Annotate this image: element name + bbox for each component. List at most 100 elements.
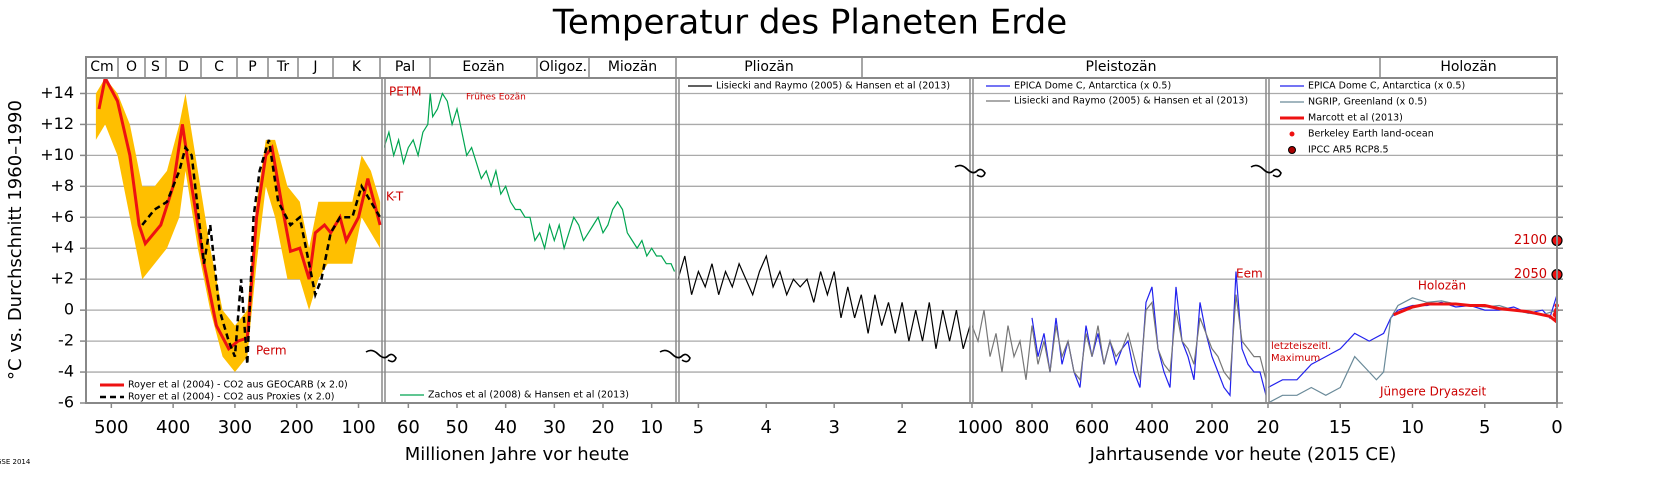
x-tick-label: 15 bbox=[1329, 417, 1352, 438]
legend: Royer et al (2004) - CO2 aus GEOCARB (x … bbox=[100, 380, 348, 403]
annotation: Maximum bbox=[1271, 353, 1320, 364]
panel bbox=[972, 271, 1266, 397]
period-label: S bbox=[151, 59, 160, 75]
legend: EPICA Dome C, Antarctica (x 0.5) NGRIP, G… bbox=[1280, 81, 1465, 156]
annotation: Frühes Eozän bbox=[466, 93, 526, 103]
point-label: 2050 bbox=[1514, 267, 1547, 282]
x-tick-label: 0 bbox=[1551, 417, 1562, 438]
x-tick-label: 800 bbox=[1015, 417, 1049, 438]
break-mark bbox=[1250, 164, 1282, 178]
x-tick-label: 200 bbox=[280, 417, 314, 438]
y-tick-label: +6 bbox=[50, 207, 74, 226]
break-mark bbox=[954, 164, 986, 178]
x-tick-label: 5 bbox=[1479, 417, 1490, 438]
x-tick-label: 20 bbox=[1257, 417, 1280, 438]
x-tick-label: 3 bbox=[828, 417, 839, 438]
x-tick-label: 50 bbox=[446, 417, 469, 438]
period-label: Pliozän bbox=[744, 59, 794, 75]
panel bbox=[95, 78, 382, 373]
x-tick-label: 1000 bbox=[957, 417, 1003, 438]
x-tick-label: 600 bbox=[1075, 417, 1109, 438]
x-tick-label: 60 bbox=[397, 417, 420, 438]
period-label: Pleistozän bbox=[1086, 59, 1157, 75]
data-line bbox=[1393, 302, 1557, 324]
legend-label: Zachos et al (2008) & Hansen et al (2013… bbox=[428, 390, 629, 401]
uncertainty-band bbox=[95, 78, 381, 373]
legend-label: IPCC AR5 RCP8.5 bbox=[1308, 145, 1389, 156]
period-label: O bbox=[126, 59, 137, 75]
x-tick-label: 500 bbox=[94, 417, 128, 438]
credit: GSE 2014 bbox=[0, 458, 31, 466]
x-tick-label: 30 bbox=[543, 417, 566, 438]
panel bbox=[384, 92, 676, 272]
y-axis-label: °C vs. Durchschnitt 1960–1990 bbox=[5, 100, 26, 380]
panel bbox=[678, 254, 970, 349]
x-tick-label: 4 bbox=[761, 417, 772, 438]
point-label: 2100 bbox=[1514, 233, 1547, 248]
x-tick-label: 20 bbox=[592, 417, 615, 438]
data-line bbox=[384, 92, 676, 272]
legend-label: Lisiecki and Raymo (2005) & Hansen et al… bbox=[716, 81, 950, 92]
annotation: Perm bbox=[256, 344, 287, 358]
y-tick-label: -6 bbox=[58, 393, 74, 412]
period-label: D bbox=[178, 59, 189, 75]
legend-label: Marcott et al (2013) bbox=[1308, 113, 1403, 124]
title: Temperatur des Planeten Erde bbox=[552, 3, 1067, 43]
legend-label: EPICA Dome C, Antarctica (x 0.5) bbox=[1308, 81, 1465, 92]
x-tick-label: 100 bbox=[341, 417, 375, 438]
period-label: Miozän bbox=[608, 59, 657, 75]
legend-label: EPICA Dome C, Antarctica (x 0.5) bbox=[1014, 81, 1171, 92]
period-label: Eozän bbox=[462, 59, 504, 75]
legend-label: Royer et al (2004) - CO2 aus GEOCARB (x … bbox=[128, 380, 348, 391]
break-mark bbox=[659, 349, 691, 363]
data-line bbox=[678, 254, 970, 349]
legend-label: NGRIP, Greenland (x 0.5) bbox=[1308, 97, 1427, 108]
legend-marker bbox=[1288, 146, 1296, 154]
period-label: P bbox=[248, 59, 256, 75]
y-tick-label: -2 bbox=[58, 331, 74, 350]
x-tick-label: 2 bbox=[896, 417, 907, 438]
x-tick-label: 5 bbox=[693, 417, 704, 438]
y-tick-label: -4 bbox=[58, 362, 74, 381]
y-tick-label: +4 bbox=[50, 238, 74, 257]
x-axis-label: Millionen Jahre vor heute bbox=[405, 444, 630, 465]
period-label: Pal bbox=[395, 59, 415, 75]
annotation: K-T bbox=[386, 190, 404, 204]
panel bbox=[1268, 294, 1557, 403]
y-tick-label: +8 bbox=[50, 176, 74, 195]
annotation: Holozän bbox=[1418, 279, 1466, 293]
data-line bbox=[1268, 297, 1557, 403]
y-tick-label: +12 bbox=[40, 114, 74, 133]
annotation: Eem bbox=[1236, 267, 1263, 281]
x-axis-label: Jahrtausende vor heute (2015 CE) bbox=[1089, 444, 1397, 465]
x-tick-label: 40 bbox=[494, 417, 517, 438]
annotation: letzteiszeitl. bbox=[1271, 341, 1331, 352]
annotation: PETM bbox=[389, 85, 422, 99]
y-tick-label: 0 bbox=[64, 300, 74, 319]
period-label: Holozän bbox=[1440, 59, 1496, 75]
legend-label: Lisiecki and Raymo (2005) & Hansen et al… bbox=[1014, 96, 1248, 107]
period-label: J bbox=[312, 59, 317, 75]
plot-frame bbox=[85, 77, 1558, 404]
axis-breaks bbox=[365, 164, 1282, 363]
period-label: Oligoz. bbox=[539, 59, 587, 75]
y-tick-label: +10 bbox=[40, 145, 74, 164]
period-label: Cm bbox=[90, 59, 113, 75]
legend-marker bbox=[1289, 131, 1295, 137]
x-tick-label: 400 bbox=[1135, 417, 1169, 438]
y-tick-label: +2 bbox=[50, 269, 74, 288]
legend: Zachos et al (2008) & Hansen et al (2013… bbox=[400, 390, 629, 401]
legend: Lisiecki and Raymo (2005) & Hansen et al… bbox=[688, 81, 950, 92]
data-line bbox=[1031, 271, 1266, 397]
legend: EPICA Dome C, Antarctica (x 0.5) Lisiecki… bbox=[986, 81, 1248, 107]
y-tick-label: +14 bbox=[40, 83, 74, 102]
period-label: Tr bbox=[276, 59, 289, 75]
data-line bbox=[972, 294, 1266, 382]
break-mark bbox=[365, 349, 397, 363]
x-tick-label: 10 bbox=[1401, 417, 1424, 438]
period-row bbox=[85, 56, 1558, 79]
period-label: K bbox=[352, 59, 362, 75]
legend-label: Berkeley Earth land-ocean bbox=[1308, 129, 1434, 140]
period-label: C bbox=[214, 59, 224, 75]
